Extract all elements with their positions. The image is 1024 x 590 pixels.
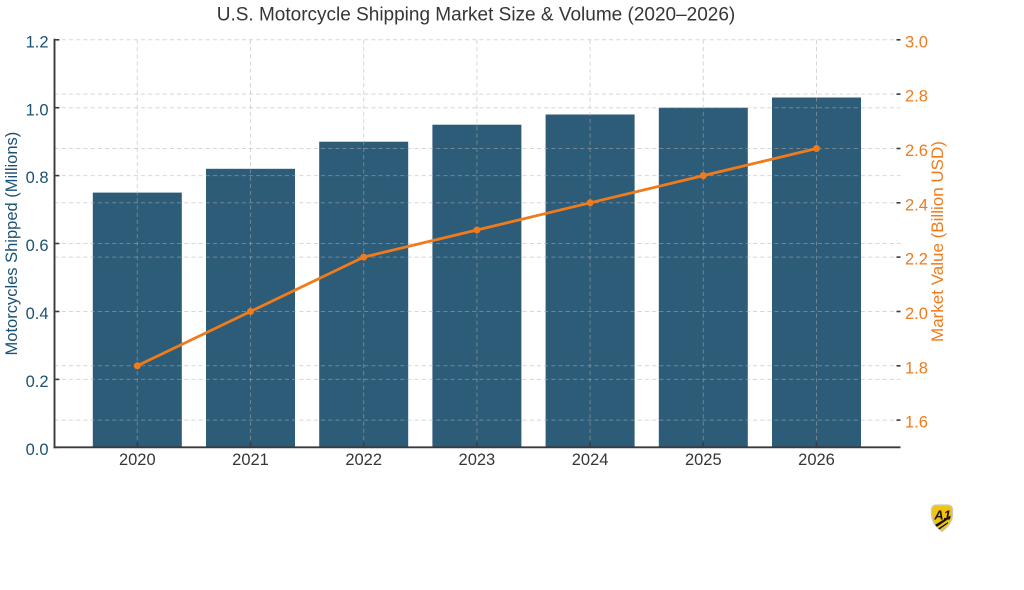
svg-text:Market Value (Billion USD): Market Value (Billion USD): [928, 141, 947, 342]
svg-text:0.4: 0.4: [26, 305, 49, 323]
svg-text:2023: 2023: [459, 451, 496, 469]
svg-text:0.6: 0.6: [26, 237, 49, 255]
svg-text:2024: 2024: [572, 451, 609, 469]
svg-text:1.0: 1.0: [26, 101, 49, 119]
svg-text:2022: 2022: [345, 451, 382, 469]
svg-text:2020: 2020: [119, 451, 156, 469]
svg-text:0.0: 0.0: [26, 441, 49, 459]
svg-text:3.0: 3.0: [905, 33, 928, 51]
svg-text:0.8: 0.8: [26, 169, 49, 187]
svg-text:2.8: 2.8: [905, 88, 928, 106]
svg-text:2.0: 2.0: [905, 305, 928, 323]
svg-text:Motorcycles Shipped (Millions): Motorcycles Shipped (Millions): [3, 132, 21, 356]
svg-text:2.6: 2.6: [905, 142, 928, 160]
svg-text:2021: 2021: [232, 451, 269, 469]
svg-text:0.2: 0.2: [26, 373, 49, 391]
svg-text:1.2: 1.2: [26, 33, 49, 51]
svg-text:2026: 2026: [798, 451, 835, 469]
svg-text:1.6: 1.6: [905, 414, 928, 432]
svg-text:U.S. Motorcycle Shipping Marke: U.S. Motorcycle Shipping Market Size & V…: [217, 5, 736, 26]
svg-text:A1: A1: [933, 508, 951, 523]
svg-text:1.8: 1.8: [905, 359, 928, 377]
svg-text:2.4: 2.4: [905, 196, 928, 214]
svg-text:2.2: 2.2: [905, 251, 928, 269]
svg-text:2025: 2025: [685, 451, 722, 469]
